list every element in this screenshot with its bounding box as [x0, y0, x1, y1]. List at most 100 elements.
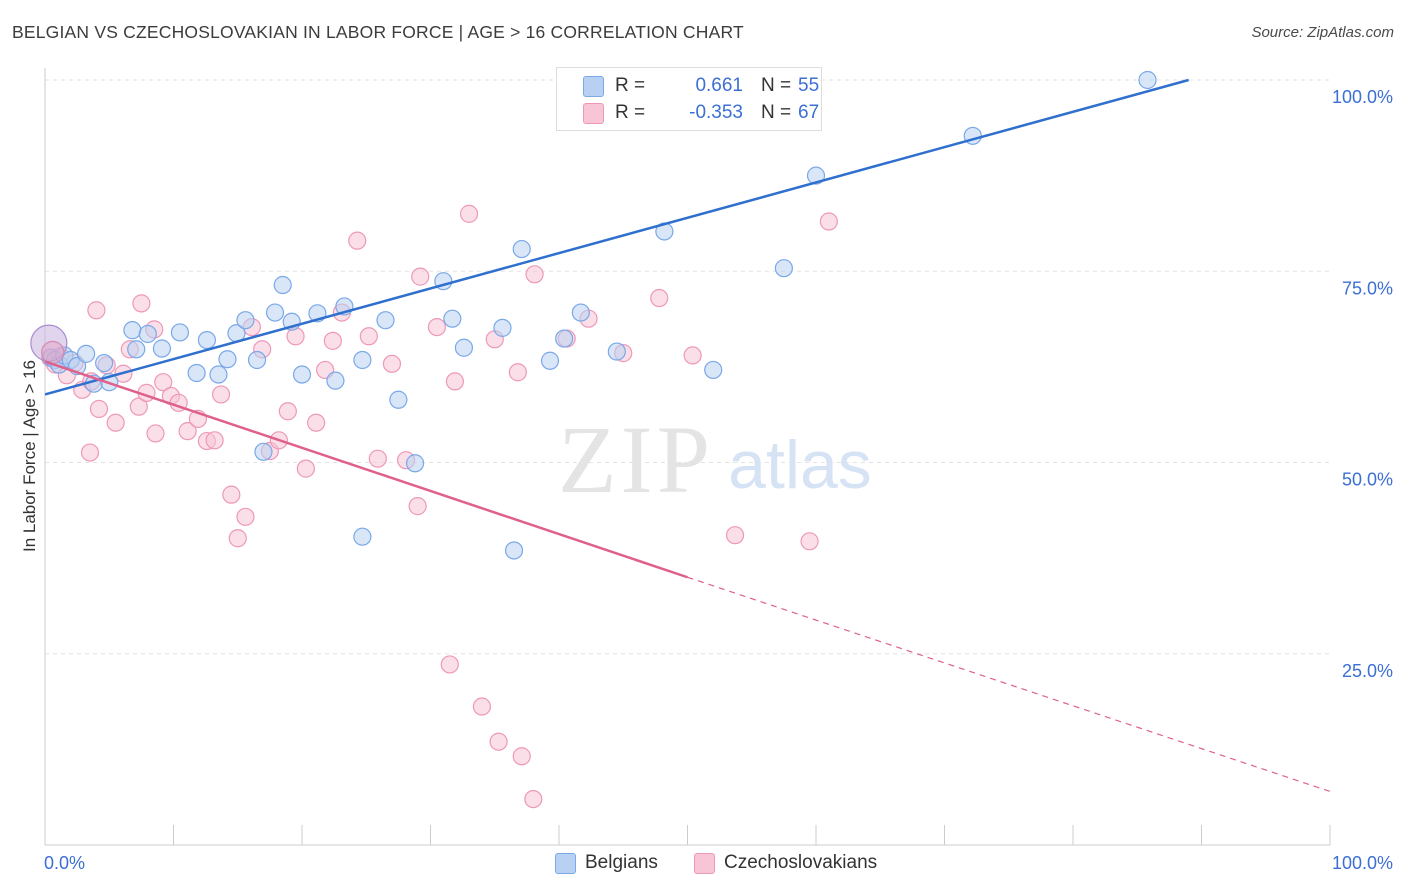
czechoslovakians-point [725, 526, 745, 545]
y-tick-label: 50.0% [1342, 470, 1393, 490]
czechoslovakians-point [489, 732, 508, 751]
czechoslovakians-point [440, 655, 459, 674]
r-value: -0.353 [689, 102, 743, 123]
belgians-point [774, 259, 793, 278]
belgians-point [454, 338, 474, 357]
x-tick-label: 100.0% [1332, 853, 1393, 873]
belgians-point [170, 323, 190, 342]
n-label: N = [761, 102, 792, 123]
belgians-trend-line [44, 78, 1189, 396]
r-value: 0.661 [695, 75, 743, 96]
belgians-point [555, 329, 574, 348]
czechoslovakians-point [129, 397, 148, 416]
belgians-point [571, 303, 590, 322]
belgians-point [405, 454, 425, 473]
czechoslovakians-swatch [583, 103, 604, 124]
belgians-point [152, 339, 172, 358]
belgians-point [218, 350, 237, 369]
r-label: R = [615, 75, 646, 96]
belgians-point [504, 541, 524, 560]
n-label: N = [761, 75, 792, 96]
belgians-point [512, 239, 531, 259]
belgians-point [127, 340, 146, 359]
czechoslovakians-point [508, 363, 527, 382]
y-tick-label: 100.0% [1332, 87, 1393, 107]
belgians-point [77, 344, 96, 363]
y-tick-label: 75.0% [1342, 278, 1393, 298]
series-legend: Belgians Czechoslovakians [0, 852, 1406, 878]
czechoslovakians-point [87, 301, 106, 320]
belgians-point [236, 311, 255, 330]
czechoslovakians-point [178, 422, 197, 441]
legend-label: Belgians [585, 852, 658, 873]
y-axis-label: In Labor Force | Age > 16 [20, 359, 39, 553]
czechoslovakians-point [211, 385, 231, 404]
stats-legend: R = 0.661 N = 55 R = -0.353 N = 67 [556, 67, 822, 131]
belgians-point [273, 275, 292, 295]
belgians-point [353, 350, 372, 370]
belgians-point [806, 166, 826, 185]
tick-labels: 25.0% 50.0% 75.0% 100.0% 0.0% 100.0% [44, 87, 1393, 873]
czechoslovakians-point [524, 789, 543, 809]
source-credit: Source: ZipAtlas.com [1251, 24, 1394, 41]
axes [44, 68, 1331, 846]
czechoslovakians-point [445, 372, 465, 391]
belgians-point [376, 311, 395, 330]
czechoslovakians-point [323, 331, 342, 350]
belgians-point [540, 351, 560, 370]
belgians-point [443, 309, 462, 328]
czechoslovakians-point [228, 529, 247, 548]
czechoslovakians-point [427, 317, 447, 337]
watermark-zip: ZIP [558, 406, 714, 513]
belgians-point [197, 331, 217, 350]
belgians-point [254, 442, 273, 461]
belgians-point [493, 318, 512, 337]
belgians-point [353, 527, 372, 546]
czechoslovakians-point [683, 346, 702, 365]
czechoslovakians-point [205, 431, 224, 450]
czechoslovakians-point [512, 747, 531, 766]
belgians-point [326, 371, 345, 390]
r-label: R = [615, 102, 646, 123]
czechoslovakians-trend-extension [687, 576, 1331, 793]
czechoslovakians-point [800, 532, 819, 551]
czechoslovakians-point [359, 327, 378, 346]
n-value: 67 [798, 102, 820, 123]
czechoslovakians-point [106, 413, 125, 432]
czechoslovakians-swatch [694, 853, 715, 874]
belgians-swatch [583, 76, 604, 97]
czechoslovakians-point [459, 204, 479, 223]
czechoslovakians-point [382, 354, 402, 373]
czechoslovakians-point [222, 485, 241, 504]
czechoslovakians-point [146, 424, 165, 443]
czechoslovakians-trend-line [44, 360, 688, 579]
czechoslovakians-point [819, 212, 838, 231]
belgians-swatch [555, 853, 576, 874]
belgians-point [1138, 70, 1157, 90]
czechoslovakians-point [408, 497, 427, 516]
trend-lines [44, 78, 1331, 793]
belgians-point [95, 353, 114, 373]
belgians-point [123, 321, 142, 340]
czechoslovakians-point [472, 697, 491, 716]
czechoslovakians-point [411, 267, 430, 286]
czechoslovakians-point [525, 265, 544, 284]
czechoslovakians-point [132, 294, 151, 313]
belgians-point [265, 303, 285, 322]
data-points [30, 70, 1157, 809]
czechoslovakians-point [348, 231, 367, 250]
belgians-point [292, 365, 312, 384]
czechoslovakians-point [650, 288, 669, 308]
belgians-point [704, 360, 723, 380]
czechoslovakians-point [89, 399, 109, 419]
czechoslovakians-point [368, 449, 387, 468]
chart-title: BELGIAN VS CZECHOSLOVAKIAN IN LABOR FORC… [12, 22, 744, 42]
czechoslovakians-point [278, 402, 297, 421]
czechoslovakians-point [154, 373, 173, 392]
n-value: 55 [798, 75, 820, 96]
belgians-point [138, 324, 157, 344]
belgians-point [187, 363, 206, 383]
czechoslovakians-point [307, 413, 326, 432]
y-tick-label: 25.0% [1342, 661, 1393, 681]
